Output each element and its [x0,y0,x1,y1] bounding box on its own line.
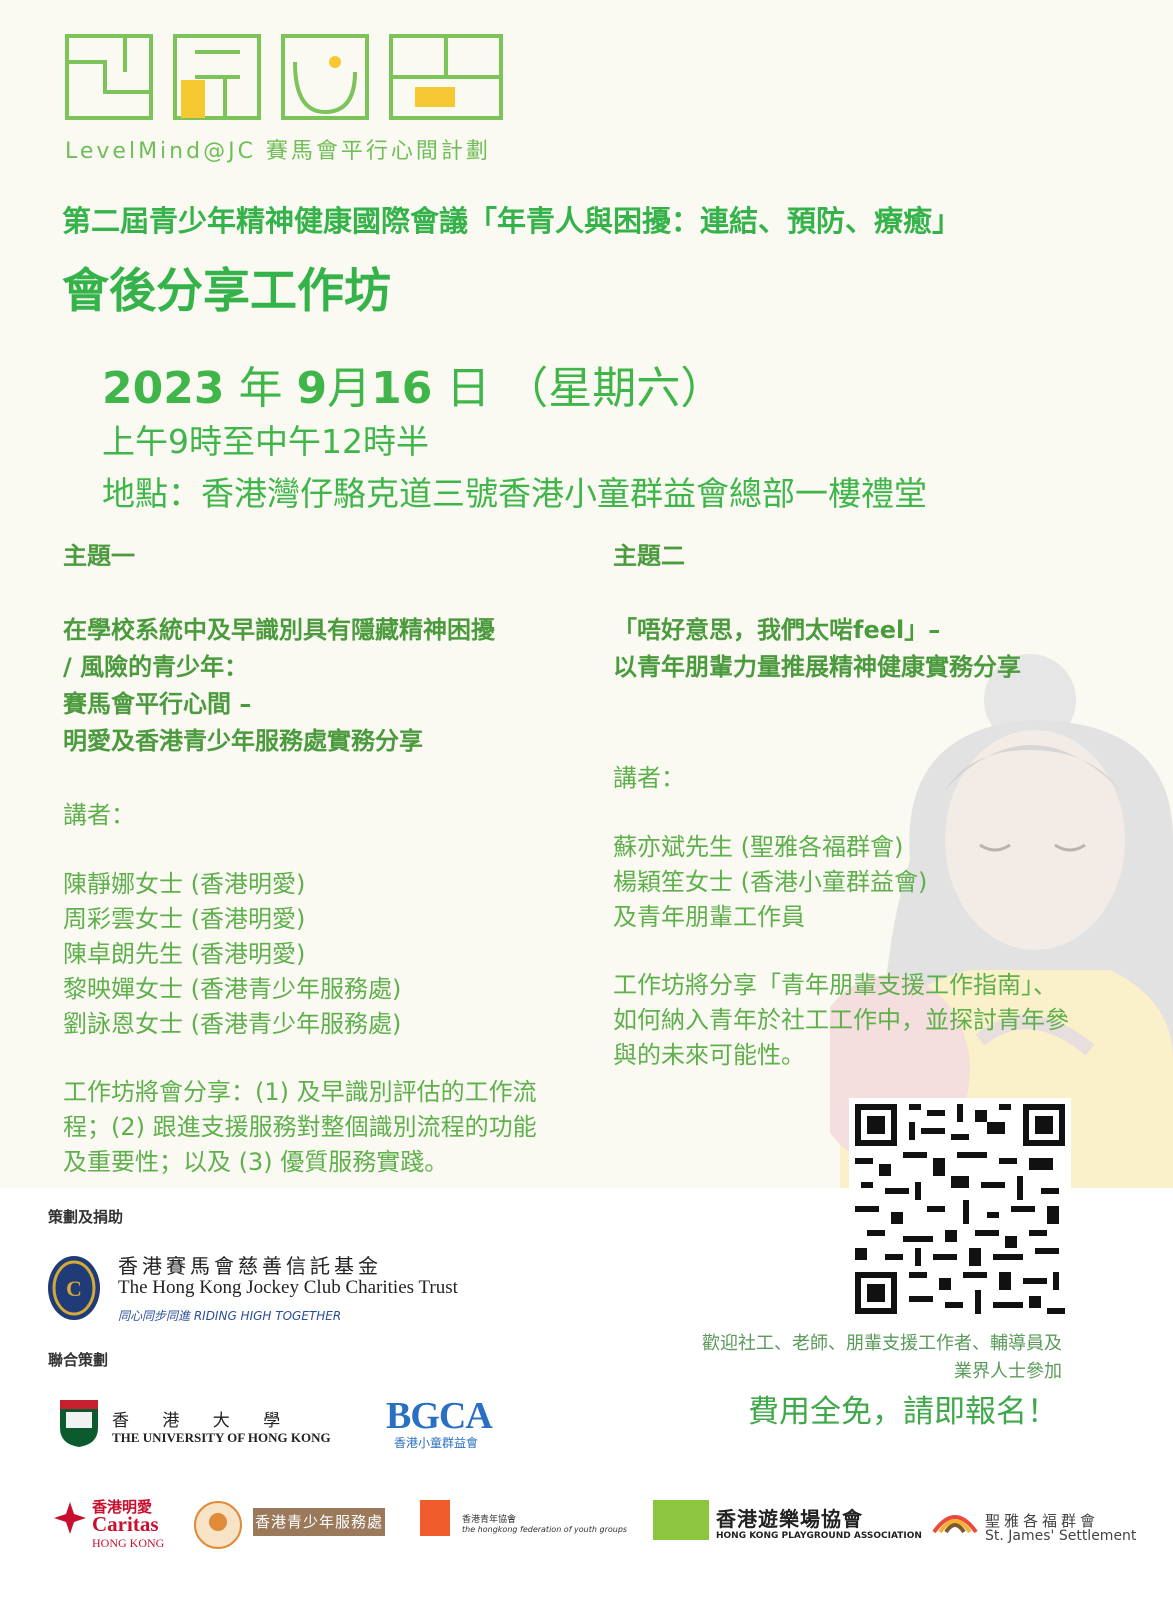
caritas-hk: HONG KONG [92,1536,165,1550]
hku-crest-icon [60,1400,98,1447]
topic-two-title-line: 「唔好意思，我們太啱feel」– [613,616,941,644]
topic-two-heading: 主題二 [613,542,685,570]
speaker: 劉詠恩女士 (香港青少年服務處) [63,1010,402,1038]
date-day: 16 [371,363,433,414]
speaker: 陳卓朗先生 (香港明愛) [63,940,306,968]
logo-subtitle: LevelMind@JC 賽馬會平行心間計劃 [65,139,491,164]
caritas-name-en: Caritas [92,1512,159,1536]
free-registration-text: 費用全免，請即報名！ [748,1394,1058,1430]
hkcys-name: 香港青少年服務處 [253,1508,385,1536]
welcome-text: 歡迎社工、老師、朋輩支援工作者、輔導員及業界人士參加 [702,1333,1062,1382]
date-month: 9 [296,363,328,414]
sponsor-label: 策劃及捐助 [48,1208,124,1226]
caritas-flame-icon [54,1502,86,1534]
hkfyg-name-cn: 香港青年協會 [462,1515,517,1525]
date-month-suffix: 月 [327,363,372,414]
event-venue: 地點：香港灣仔駱克道三號香港小童群益會總部一樓禮堂 [102,474,927,513]
topic-one: 主題一 在學校系統中及早識別具有隱藏精神困擾 / 風險的青少年： 賽馬會平行心間… [63,538,583,1180]
date-day-suffix: 日 （星期六） [432,363,725,414]
speakers-label: 講者： [613,764,685,792]
sjs-rainbow-icon [932,1515,978,1534]
speaker: 周彩雲女士 (香港明愛) [63,905,306,933]
hkjc-name-en: The Hong Kong Jockey Club Charities Trus… [118,1277,458,1298]
topic-one-title-line: / 風險的青少年： [63,653,249,681]
conference-title: 第二屆青少年精神健康國際會議「年青人與困擾：連結、預防、療癒」 [62,204,962,238]
topic-one-heading: 主題一 [63,542,135,570]
date-year: 2023 [102,363,225,414]
event-date: 2023 年 9月16 日 （星期六） [102,352,724,416]
hkjc-crest-icon: C [48,1256,100,1320]
topic-two-title-line: 以青年朋輩力量推展精神健康實務分享 [613,653,1021,681]
speakers-label: 講者： [63,801,135,829]
hkpa-mark-icon [653,1500,709,1540]
hkfyg-name-en: the hongkong federation of youth groups [462,1525,628,1534]
svg-text:C: C [66,1276,82,1301]
bgca-name-cn: 香港小童群益會 [394,1436,479,1450]
hkcys-emblem-icon [194,1501,242,1549]
speaker: 黎映嬋女士 (香港青少年服務處) [63,975,402,1003]
date-year-suffix: 年 [224,363,297,414]
topic-two-description-line: 與的未來可能性。 [613,1041,805,1069]
topic-one-description-line: 及重要性；以及 (3) 優質服務實踐。 [63,1148,449,1176]
topic-one-title-line: 明愛及香港青少年服務處實務分享 [63,727,423,755]
sjs-name-cn: 聖雅各福群會 [985,1512,1100,1530]
topic-one-title-line: 賽馬會平行心間 – [63,690,252,718]
topic-one-description-line: 程；(2) 跟進支援服務對整個識別流程的功能 [63,1113,537,1141]
hkfyg-mark-icon [420,1500,450,1536]
sjs-name-en: St. James' Settlement [985,1528,1137,1544]
hku-name-cn: 香 港 大 學 [112,1411,295,1431]
topic-one-title-line: 在學校系統中及早識別具有隱藏精神困擾 [63,616,495,644]
levelmind-logo [65,34,503,120]
hkjc-tagline: 同心同步同進 RIDING HIGH TOGETHER [118,1309,342,1323]
bgca-logo: BGCA [386,1395,493,1437]
topic-one-description-line: 工作坊將會分享：(1) 及早識別評估的工作流 [63,1078,537,1106]
topic-two-description-line: 如何納入青年於社工工作中，並探討青年參 [613,1006,1069,1034]
event-time: 上午9時至中午12時半 [102,422,429,461]
co-organiser-label: 聯合策劃 [48,1351,109,1369]
speaker: 陳靜娜女士 (香港明愛) [63,870,306,898]
caritas-name-cn: 香港明愛 [92,1498,153,1516]
speaker: 蘇亦斌先生 (聖雅各福群會) [613,833,904,861]
topic-two-description-line: 工作坊將分享「青年朋輩支援工作指南」、 [613,971,1057,999]
hkpa-name-cn: 香港遊樂場協會 [716,1507,863,1531]
speaker: 楊穎笙女士 (香港小童群益會) [613,868,928,896]
topic-two: 主題二 「唔好意思，我們太啱feel」– 以青年朋輩力量推展精神健康實務分享 講… [613,538,1133,1073]
hkpa-name-en: HONG KONG PLAYGROUND ASSOCIATION [716,1531,922,1541]
hkjc-name-cn: 香港賽馬會慈善信託基金 [118,1254,382,1278]
hku-name-en: THE UNIVERSITY OF HONG KONG [112,1430,331,1445]
registration-qr-code[interactable] [849,1098,1071,1320]
workshop-title: 會後分享工作坊 [62,264,391,319]
speaker: 及青年朋輩工作員 [613,903,805,931]
